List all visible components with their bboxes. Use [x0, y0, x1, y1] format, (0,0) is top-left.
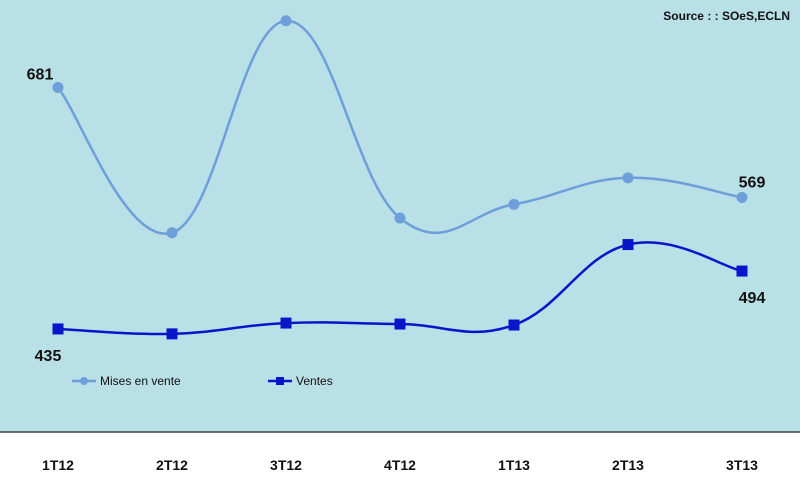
point-mises-en-vente-3T13 — [736, 191, 748, 203]
legend-label-mises-en-vente: Mises en vente — [100, 374, 181, 388]
legend-marker-mises-en-vente — [80, 377, 88, 385]
point-ventes-4T12 — [394, 318, 406, 330]
legend-item-ventes: Ventes — [268, 374, 333, 388]
x-tick-label-2T12: 2T12 — [156, 457, 188, 473]
point-ventes-2T13 — [622, 239, 634, 251]
x-tick-label-4T12: 4T12 — [384, 457, 416, 473]
x-tick-label-1T12: 1T12 — [42, 457, 74, 473]
data-label-494: 494 — [739, 290, 766, 307]
point-ventes-1T13 — [508, 319, 520, 331]
point-ventes-3T13 — [736, 265, 748, 277]
point-ventes-2T12 — [166, 328, 178, 340]
point-mises-en-vente-2T12 — [166, 227, 178, 239]
point-ventes-1T12 — [52, 323, 64, 335]
point-mises-en-vente-1T13 — [508, 198, 520, 210]
data-label-layer: 681 569 435 494 — [27, 67, 766, 365]
point-mises-en-vente-4T12 — [394, 212, 406, 224]
point-mises-en-vente-3T12 — [280, 15, 292, 27]
legend-label-ventes: Ventes — [296, 374, 333, 388]
marker-layer — [52, 15, 748, 340]
legend-marker-ventes — [276, 377, 284, 385]
point-ventes-3T12 — [280, 317, 292, 329]
x-tick-label-3T13: 3T13 — [726, 457, 758, 473]
source-note: Source : : SOeS,ECLN — [663, 9, 790, 23]
x-tick-label-1T13: 1T13 — [498, 457, 530, 473]
x-tick-label-2T13: 2T13 — [612, 457, 644, 473]
data-label-435: 435 — [35, 348, 62, 365]
legend: Mises en vente Ventes — [72, 374, 333, 388]
data-label-681: 681 — [27, 67, 54, 84]
data-label-569: 569 — [739, 174, 766, 191]
legend-item-mises-en-vente: Mises en vente — [72, 374, 181, 388]
point-mises-en-vente-1T12 — [52, 82, 64, 94]
point-mises-en-vente-2T13 — [622, 172, 634, 184]
x-tick-label-3T12: 3T12 — [270, 457, 302, 473]
x-tick-layer: 1T12 2T12 3T12 4T12 1T13 2T13 3T13 — [42, 457, 758, 473]
